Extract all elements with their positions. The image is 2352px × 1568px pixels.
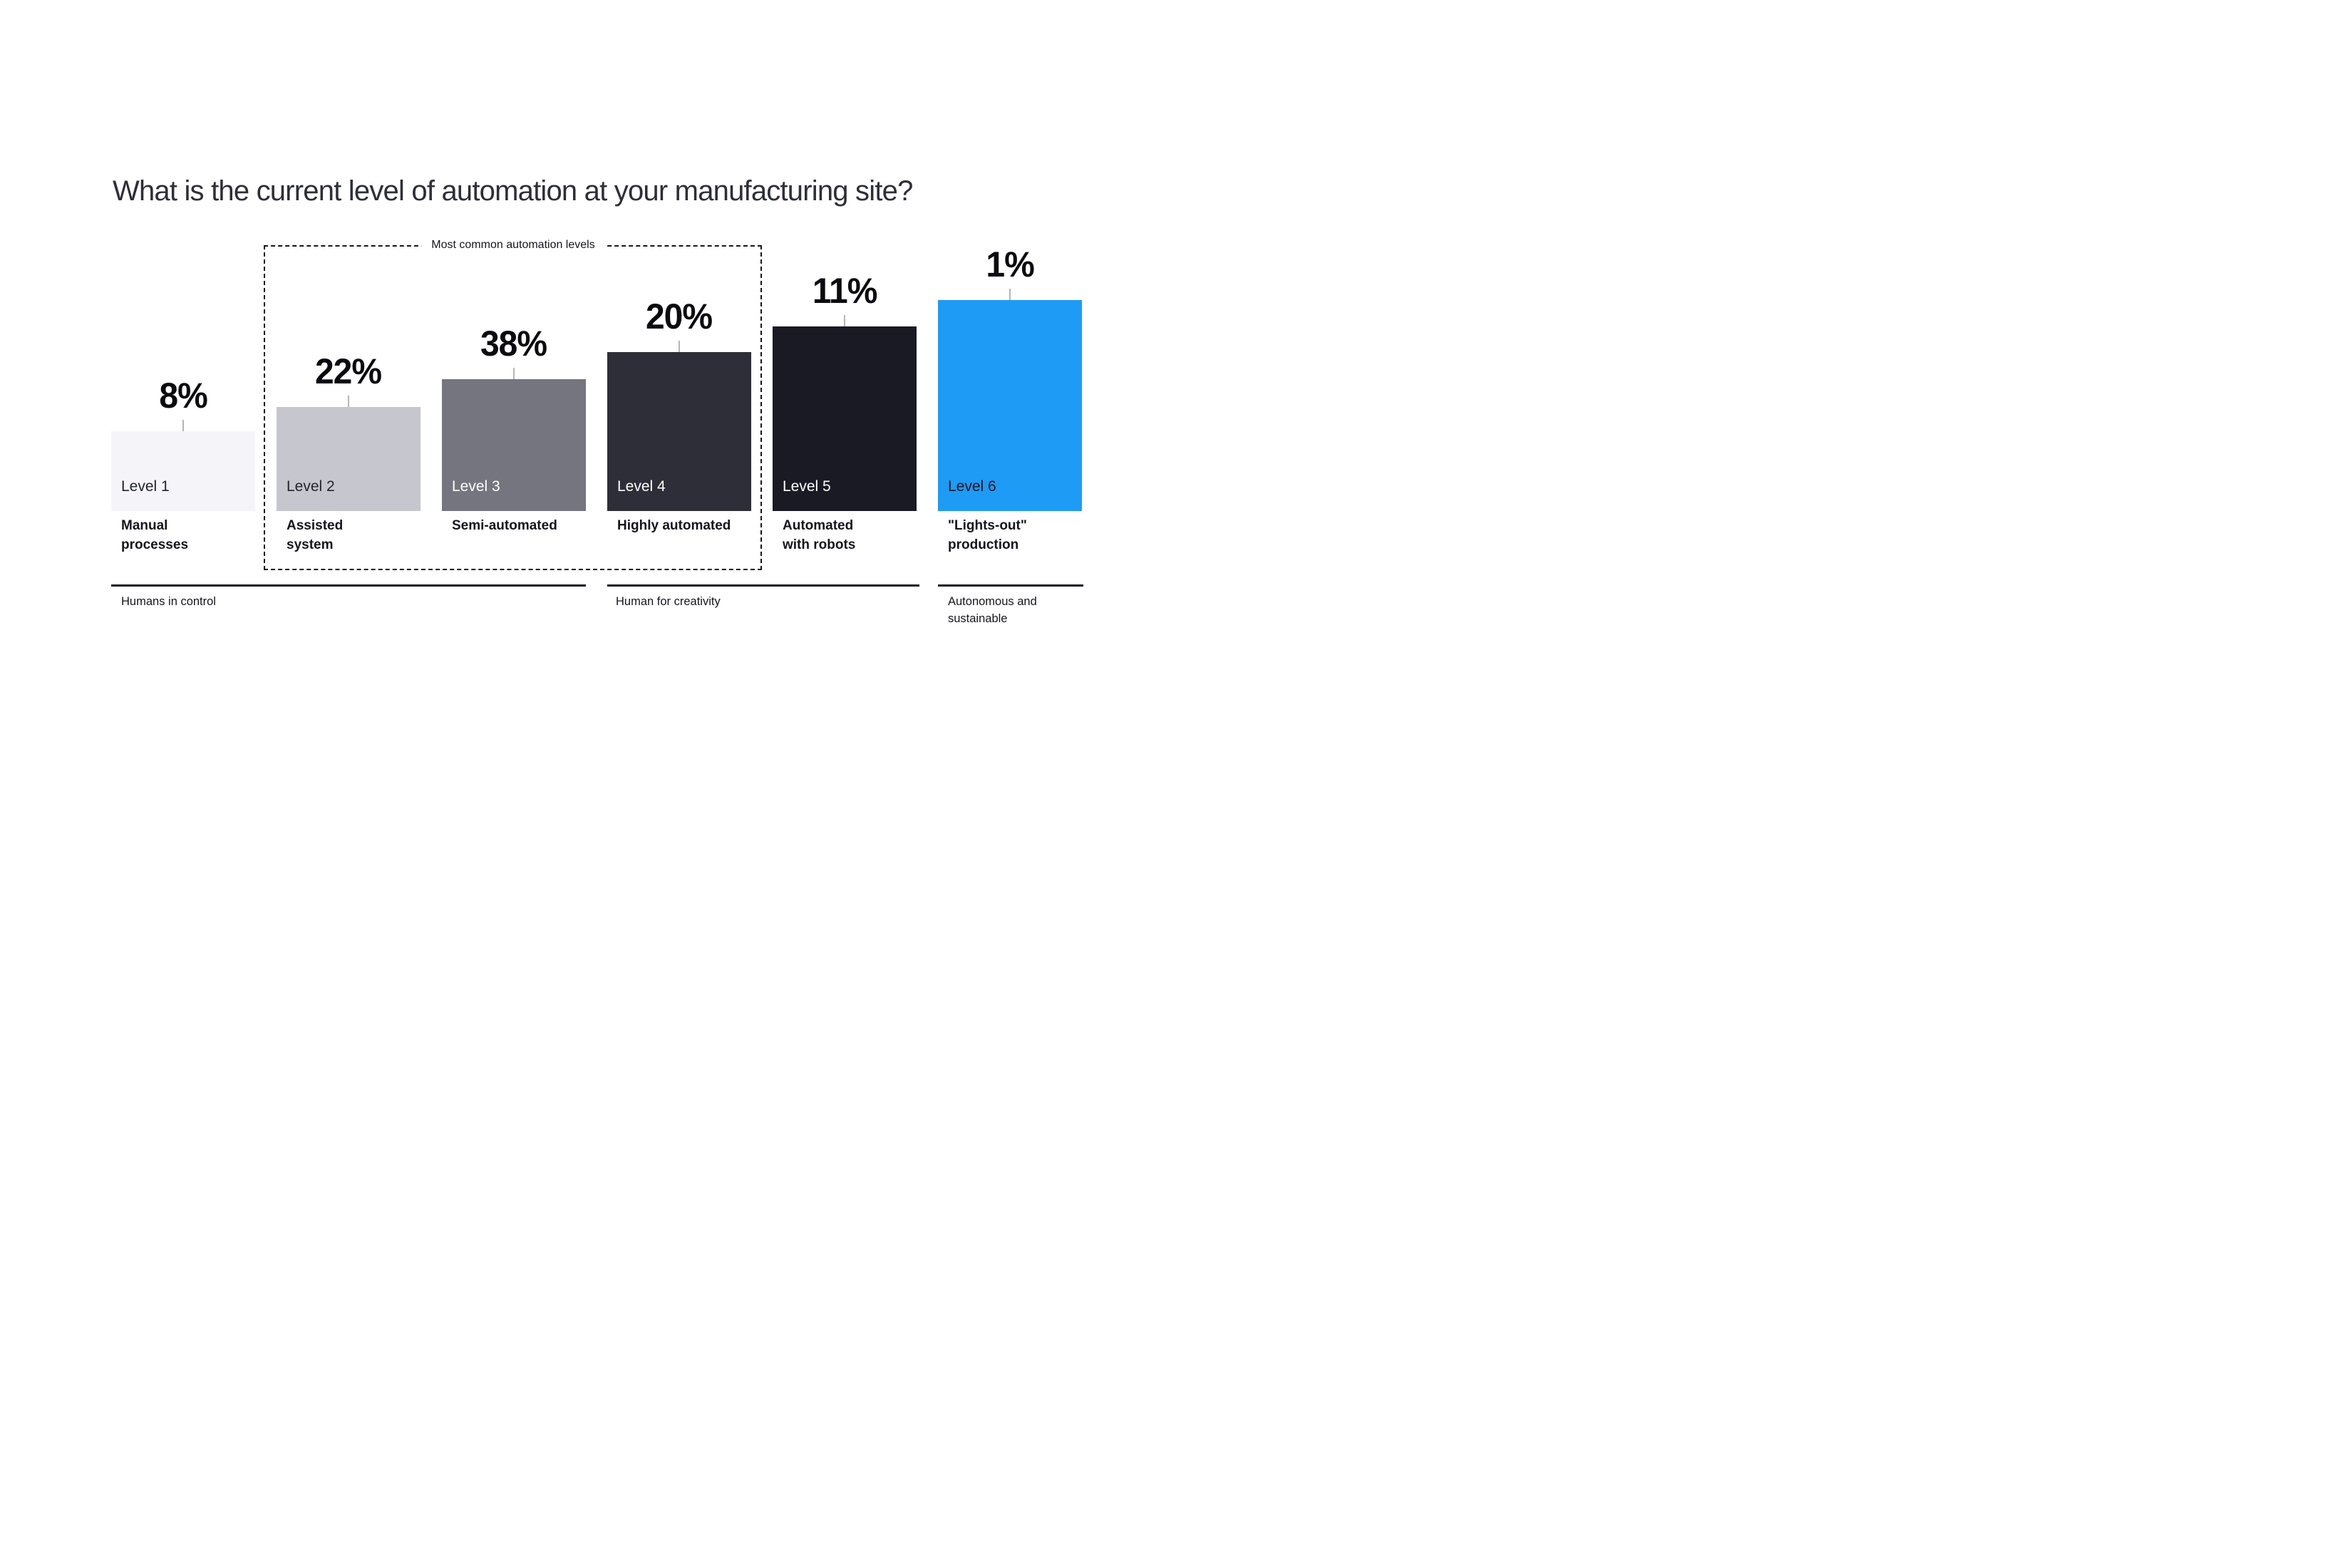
percent-label-level-5: 11% [812,271,878,311]
group-label-humans-in-control: Humans in control [121,595,216,608]
connector-tick-level-5 [844,315,845,326]
connector-tick-level-4 [679,341,680,352]
connector-tick-level-1 [182,420,184,431]
group-line-human-for-creativity [607,584,919,587]
connector-tick-level-6 [1009,289,1011,300]
group-label-autonomous-sustainable: Autonomous and sustainable [948,595,1037,625]
bar-column-level-5: 11% Level 5 [773,273,917,511]
level-3-label: Level 3 [452,478,500,495]
connector-tick-level-2 [348,396,349,407]
level-1-label: Level 1 [121,478,170,495]
bar-level-6: Level 6 [938,300,1082,511]
description-level-3: Semi-automated [452,518,557,533]
bar-column-level-4: 20% Level 4 [607,299,751,511]
group-label-human-for-creativity: Human for creativity [616,595,721,608]
bar-column-level-2: 22% Level 2 [277,354,421,511]
percent-label-level-2: 22% [315,351,382,391]
percent-label-level-6: 1% [986,244,1034,284]
percent-label-level-3: 38% [480,324,547,363]
bar-level-2: Level 2 [277,407,421,511]
bar-column-level-1: 8% Level 1 [111,378,255,511]
connector-tick-level-3 [513,368,515,379]
description-level-6: "Lights-out" production [948,518,1027,552]
bar-level-5: Level 5 [773,326,917,511]
level-4-label: Level 4 [617,478,666,495]
bar-level-1: Level 1 [111,431,255,511]
chart-title: What is the current level of automation … [113,175,913,207]
bar-level-3: Level 3 [442,379,586,511]
bar-level-4: Level 4 [607,352,751,511]
level-6-label: Level 6 [948,478,996,495]
group-line-autonomous-sustainable [938,584,1083,587]
most-common-levels-label: Most common automation levels [421,239,605,252]
group-line-humans-in-control [111,584,586,587]
percent-label-level-1: 8% [159,376,207,416]
level-5-label: Level 5 [783,478,831,495]
automation-survey-chart: What is the current level of automation … [0,0,1176,784]
description-level-4: Highly automated [617,518,731,533]
bar-column-level-6: 1% Level 6 [938,247,1082,511]
bar-column-level-3: 38% Level 3 [442,326,586,511]
level-2-label: Level 2 [287,478,335,495]
description-level-1: Manual processes [121,518,189,552]
description-level-2: Assisted system [287,518,344,552]
description-level-5: Automated with robots [783,518,856,552]
percent-label-level-4: 20% [646,296,713,336]
